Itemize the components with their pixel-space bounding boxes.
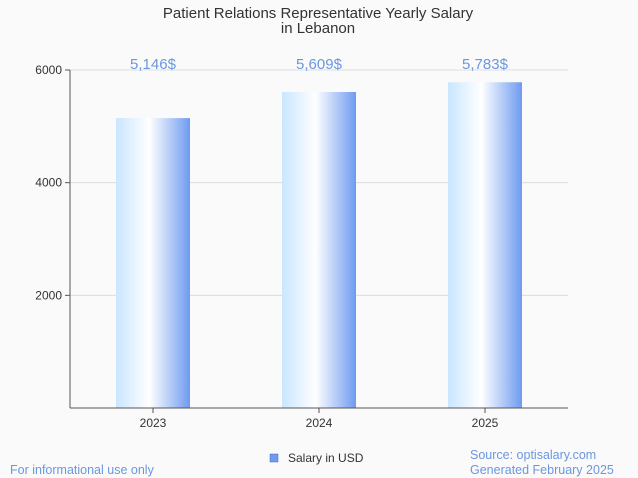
data-label-2025: 5,783$ xyxy=(462,56,509,73)
chart-title-line-1: Patient Relations Representative Yearly … xyxy=(163,5,474,22)
data-label-2024: 5,609$ xyxy=(296,56,343,73)
legend-label: Salary in USD xyxy=(288,451,364,465)
y-tick-label: 4000 xyxy=(35,176,62,190)
y-tick-label: 6000 xyxy=(35,63,62,77)
bars: 5,146$ 5,609$ 5,783$ xyxy=(116,56,522,408)
x-tick-label-2023: 2023 xyxy=(140,416,167,430)
footer-source: Source: optisalary.com xyxy=(470,448,597,462)
legend-swatch xyxy=(269,453,279,463)
footer-source-block: Source: optisalary.com Generated Februar… xyxy=(470,448,614,478)
y-tick-label: 2000 xyxy=(35,288,62,302)
axes: 2000 4000 6000 2023 2024 2025 xyxy=(35,63,568,430)
footer-generated: Generated February 2025 xyxy=(470,463,614,477)
bar-2025 xyxy=(448,82,522,408)
data-label-2023: 5,146$ xyxy=(130,56,177,73)
footer-disclaimer: For informational use only xyxy=(10,463,154,477)
chart-title-line-2: in Lebanon xyxy=(281,20,355,37)
legend: Salary in USD xyxy=(269,451,364,465)
x-tick-label-2024: 2024 xyxy=(306,416,333,430)
bar-2024 xyxy=(282,92,356,408)
bar-2023 xyxy=(116,118,190,408)
x-tick-label-2025: 2025 xyxy=(472,416,499,430)
